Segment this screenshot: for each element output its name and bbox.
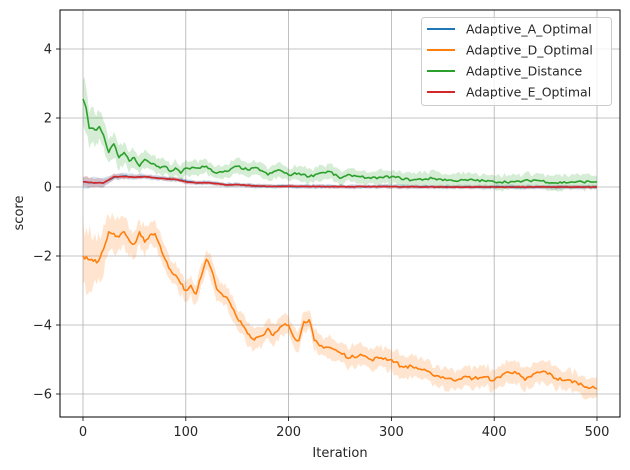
axes-frame [59, 9, 621, 418]
series-line [82, 175, 598, 189]
confidence-band [83, 76, 597, 192]
legend-box [421, 17, 612, 106]
y-tick-label: 2 [44, 112, 52, 127]
y-tick-label: −4 [33, 319, 52, 334]
x-axis-label: Iteration [312, 446, 367, 461]
confidence-bands [83, 76, 597, 400]
confidence-band [83, 173, 597, 190]
series-line [82, 231, 598, 390]
y-tick-label: −2 [33, 250, 52, 265]
legend: Adaptive_A_Optimal Adaptive_D_Optimal Ad… [421, 17, 612, 106]
series-lines [82, 98, 598, 390]
legend-label-distance: Adaptive_Distance [466, 64, 583, 79]
x-tick-label: 0 [79, 425, 87, 440]
y-tick-label: −6 [33, 388, 52, 403]
x-tick-label: 200 [276, 425, 301, 440]
confidence-band [83, 212, 597, 400]
x-tick-label: 400 [482, 425, 507, 440]
x-tick-label: 300 [379, 425, 404, 440]
x-axis-ticks: 0 100 200 300 400 500 [79, 417, 610, 440]
confidence-band [83, 172, 597, 190]
y-tick-label: 0 [44, 181, 52, 196]
series-line [82, 98, 598, 185]
x-tick-label: 100 [173, 425, 198, 440]
legend-label-d-optimal: Adaptive_D_Optimal [466, 43, 593, 58]
legend-label-a-optimal: Adaptive_A_Optimal [466, 22, 592, 37]
y-axis-ticks: −6 −4 −2 0 2 4 [33, 43, 60, 403]
plot-area [59, 9, 621, 418]
legend-label-e-optimal: Adaptive_E_Optimal [466, 85, 591, 100]
y-tick-label: 4 [44, 43, 52, 58]
y-axis-label: score [12, 196, 27, 231]
x-tick-label: 500 [585, 425, 610, 440]
